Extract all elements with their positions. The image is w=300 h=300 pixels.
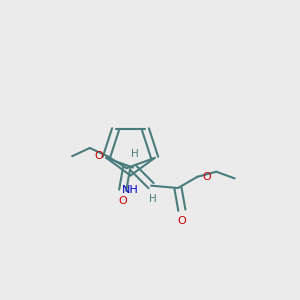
Text: O: O [94, 151, 103, 161]
Text: NH: NH [122, 185, 139, 195]
Text: O: O [202, 172, 211, 182]
Text: O: O [118, 196, 127, 206]
Text: H: H [131, 148, 138, 159]
Text: O: O [178, 216, 186, 226]
Text: H: H [149, 194, 156, 204]
